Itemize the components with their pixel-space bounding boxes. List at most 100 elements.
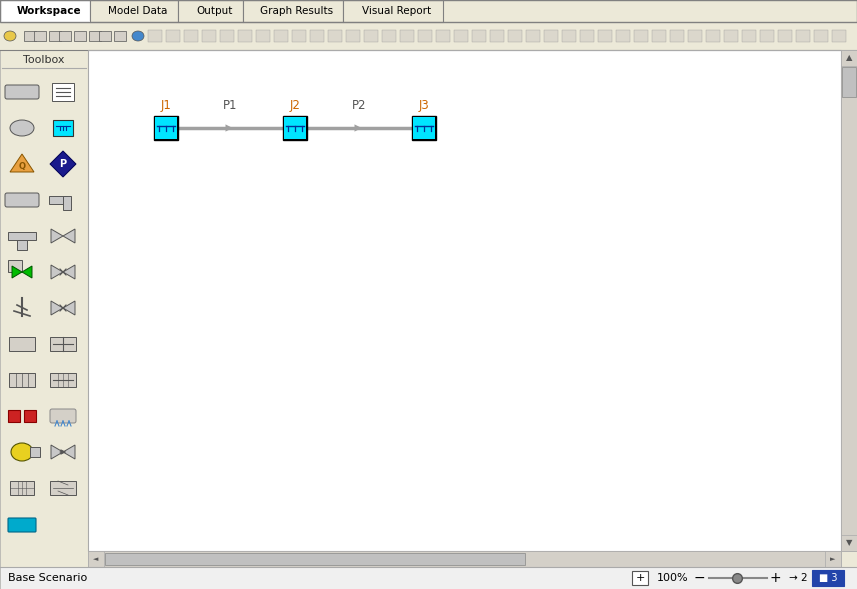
- Bar: [34, 31, 46, 41]
- Bar: [796, 30, 810, 42]
- Text: Output: Output: [196, 6, 233, 16]
- Polygon shape: [51, 265, 63, 279]
- Bar: [88, 551, 841, 567]
- Bar: [724, 30, 738, 42]
- Bar: [52, 83, 74, 101]
- Bar: [220, 30, 234, 42]
- Bar: [53, 120, 73, 136]
- Bar: [184, 30, 198, 42]
- Polygon shape: [22, 266, 32, 278]
- Bar: [8, 410, 20, 422]
- FancyBboxPatch shape: [5, 193, 39, 207]
- Bar: [544, 30, 558, 42]
- Ellipse shape: [10, 120, 34, 136]
- Bar: [634, 30, 648, 42]
- Bar: [148, 30, 162, 42]
- Bar: [562, 30, 576, 42]
- Bar: [760, 30, 774, 42]
- Bar: [50, 337, 76, 351]
- Bar: [443, 0, 857, 22]
- Bar: [364, 30, 378, 42]
- Bar: [580, 30, 594, 42]
- FancyBboxPatch shape: [5, 85, 39, 99]
- Bar: [310, 30, 324, 42]
- Bar: [841, 50, 857, 551]
- Bar: [88, 50, 841, 551]
- Bar: [436, 30, 450, 42]
- Bar: [10, 481, 34, 495]
- Bar: [812, 570, 844, 586]
- Bar: [328, 30, 342, 42]
- Bar: [0, 0, 857, 22]
- Text: P2: P2: [352, 99, 367, 112]
- Text: J1: J1: [160, 99, 171, 112]
- Text: +: +: [770, 571, 781, 585]
- Polygon shape: [10, 154, 34, 172]
- Bar: [178, 0, 243, 22]
- Bar: [30, 447, 40, 457]
- Text: −: −: [693, 571, 704, 585]
- Bar: [89, 31, 101, 41]
- Bar: [283, 116, 307, 140]
- Bar: [706, 30, 720, 42]
- Bar: [202, 30, 216, 42]
- Text: 100%: 100%: [657, 573, 689, 583]
- Bar: [105, 553, 525, 565]
- Text: ■ 3: ■ 3: [818, 573, 837, 583]
- Bar: [88, 551, 104, 567]
- Bar: [454, 30, 468, 42]
- Bar: [166, 30, 180, 42]
- Polygon shape: [50, 151, 76, 177]
- Bar: [9, 337, 35, 351]
- Text: Model Data: Model Data: [108, 6, 168, 16]
- Bar: [526, 30, 540, 42]
- Polygon shape: [63, 229, 75, 243]
- Bar: [842, 67, 856, 97]
- Polygon shape: [63, 265, 75, 279]
- Bar: [814, 30, 828, 42]
- Bar: [652, 30, 666, 42]
- Text: ▼: ▼: [846, 538, 852, 548]
- Bar: [413, 117, 435, 139]
- Bar: [0, 22, 857, 50]
- Bar: [99, 31, 111, 41]
- Bar: [418, 30, 432, 42]
- Bar: [154, 116, 178, 140]
- Polygon shape: [12, 266, 22, 278]
- Text: J2: J2: [290, 99, 301, 112]
- Bar: [9, 373, 35, 387]
- Polygon shape: [51, 301, 63, 315]
- Bar: [8, 232, 36, 240]
- Bar: [688, 30, 702, 42]
- Bar: [49, 31, 61, 41]
- Bar: [670, 30, 684, 42]
- Bar: [616, 30, 630, 42]
- Bar: [24, 410, 36, 422]
- Bar: [0, 567, 857, 589]
- Bar: [8, 260, 22, 272]
- Bar: [841, 535, 857, 551]
- Text: Q: Q: [19, 161, 26, 170]
- Text: Workspace: Workspace: [16, 6, 81, 16]
- Bar: [90, 0, 178, 22]
- Polygon shape: [51, 445, 63, 459]
- Text: Base Scenario: Base Scenario: [8, 573, 87, 583]
- Text: Graph Results: Graph Results: [261, 6, 333, 16]
- Bar: [292, 30, 306, 42]
- Bar: [284, 117, 306, 139]
- Ellipse shape: [4, 31, 16, 41]
- Bar: [17, 240, 27, 250]
- Text: P1: P1: [224, 99, 237, 112]
- Bar: [50, 373, 76, 387]
- Text: ◄: ◄: [93, 556, 99, 562]
- Ellipse shape: [11, 443, 33, 461]
- Bar: [59, 31, 71, 41]
- Bar: [0, 50, 88, 567]
- Bar: [472, 30, 486, 42]
- FancyBboxPatch shape: [50, 409, 76, 423]
- Text: +: +: [635, 573, 644, 583]
- Text: J3: J3: [418, 99, 429, 112]
- Bar: [490, 30, 504, 42]
- Ellipse shape: [132, 31, 144, 41]
- Bar: [382, 30, 396, 42]
